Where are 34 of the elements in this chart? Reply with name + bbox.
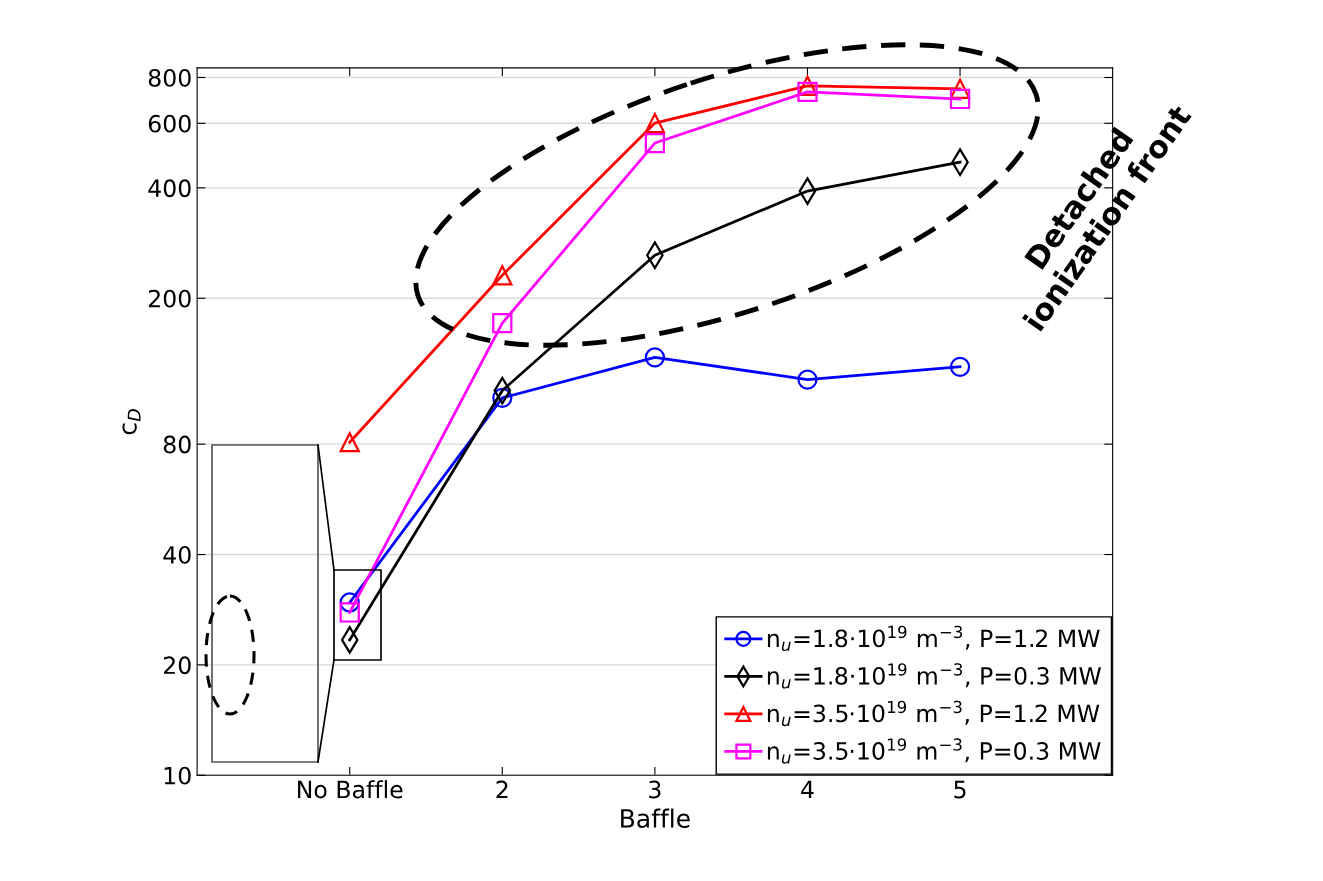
y-tick-label: 600 [148,114,191,133]
point [339,592,360,613]
y-tick-label: 400 [148,179,191,198]
point [797,75,818,97]
point [949,78,971,99]
point [492,313,513,334]
y-tick-label: 800 [148,68,191,87]
point [339,602,360,623]
legend-label: n$_{u}$=3.5·10$^{19}$ m$^{−3}$, P=1.2 MW [767,700,1100,727]
point [949,356,971,377]
point [492,387,513,408]
legend-label: n$_{u}$=3.5·10$^{19}$ m$^{−3}$, P=0.3 MW [767,738,1101,764]
legend-label: n$_{u}$=1.8·10$^{19}$ m$^{−3}$, P=1.2 MW [767,625,1100,652]
x-tick-label: 4 [801,780,814,799]
legend-label: n$_{u}$=1.8·10$^{19}$ m$^{−3}$, P=0.3 MW [767,663,1102,689]
point [644,132,666,154]
y-axis-title: c$_{D}$ [122,409,141,435]
x-tick-label: 3 [649,780,661,799]
point [644,347,666,368]
point [644,112,666,134]
y-tick-label: 80 [163,435,191,454]
x-axis-title: Baffle [621,808,690,828]
y-tick-label: 20 [163,656,191,675]
point [339,432,360,453]
x-tick-label: 5 [954,780,966,799]
point [949,88,971,110]
point [492,265,513,286]
y-tick-label: 40 [163,545,191,564]
x-tick-label: 2 [496,780,508,799]
y-tick-label: 10 [164,766,191,785]
point [797,369,818,390]
y-tick-label: 200 [148,289,191,308]
x-tick-label: No Baffle [298,780,403,799]
point [797,81,818,102]
